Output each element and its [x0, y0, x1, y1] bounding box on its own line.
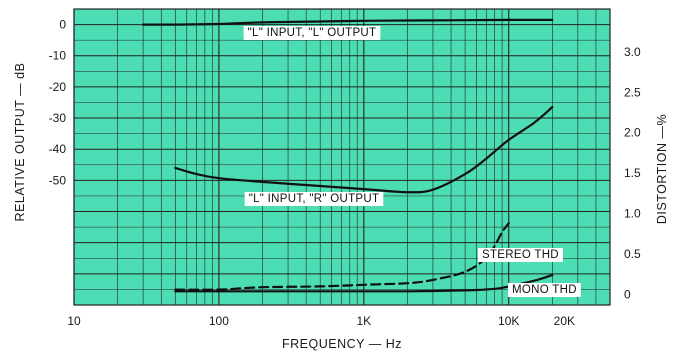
label-background [508, 283, 581, 297]
right-y-tick-label: 3.0 [624, 45, 641, 59]
series-line-3 [174, 222, 510, 291]
left-y-tick-labels: 0 -10 -20 -30 -40 -50 [49, 18, 67, 188]
right-y-tick-label: 1.5 [624, 166, 641, 180]
series-labels: "L" INPUT, "L" OUTPUT "L" INPUT, "R" OUTP… [243, 26, 581, 297]
series-label-3: STEREO THD [478, 248, 563, 262]
label-background [478, 248, 563, 262]
right-y-tick-label: 0.5 [624, 247, 641, 261]
x-tick-label: 1K [356, 314, 371, 328]
minor-gridlines [74, 8, 611, 305]
x-tick-label: 20K [554, 314, 575, 328]
left-y-tick-label: -50 [49, 173, 67, 187]
series-label-text: STEREO THD [482, 249, 559, 261]
left-y-tick-label: -30 [49, 111, 67, 125]
right-y-tick-label: 1.0 [624, 207, 641, 221]
series-line-2 [174, 106, 554, 194]
series-label-4: MONO THD [508, 283, 581, 297]
right-y-tick-label: 0 [624, 287, 631, 301]
left-y-tick-label: -40 [49, 142, 67, 156]
left-y-tick-label: -10 [49, 49, 67, 63]
right-y-tick-label: 2.0 [624, 126, 641, 140]
x-tick-label: 100 [209, 314, 229, 328]
x-tick-label: 10K [498, 314, 519, 328]
left-y-axis-title: RELATIVE OUTPUT — dB [13, 63, 27, 222]
right-y-axis-title: DISTORTION —% [655, 114, 669, 224]
series-label-text: "L" INPUT, "L" OUTPUT [248, 27, 377, 39]
series-label-2: "L" INPUT, "R" OUTPUT [244, 192, 384, 206]
series-label-1: "L" INPUT, "L" OUTPUT [243, 26, 381, 40]
x-tick-label: 10 [67, 314, 81, 328]
label-background [243, 26, 381, 40]
right-y-tick-labels: 0 0.5 1.0 1.5 2.0 2.5 3.0 [624, 45, 641, 302]
x-axis-title: FREQUENCY — Hz [282, 337, 402, 351]
left-y-tick-label: -20 [49, 80, 67, 94]
left-y-tick-label: 0 [59, 18, 66, 32]
x-tick-labels: 10 100 1K 10K 20K [67, 314, 575, 328]
series-label-text: MONO THD [512, 284, 577, 296]
label-background [244, 192, 384, 206]
right-y-tick-label: 2.5 [624, 85, 641, 99]
series-line-1 [142, 18, 554, 26]
series-label-text: "L" INPUT, "R" OUTPUT [249, 193, 380, 205]
